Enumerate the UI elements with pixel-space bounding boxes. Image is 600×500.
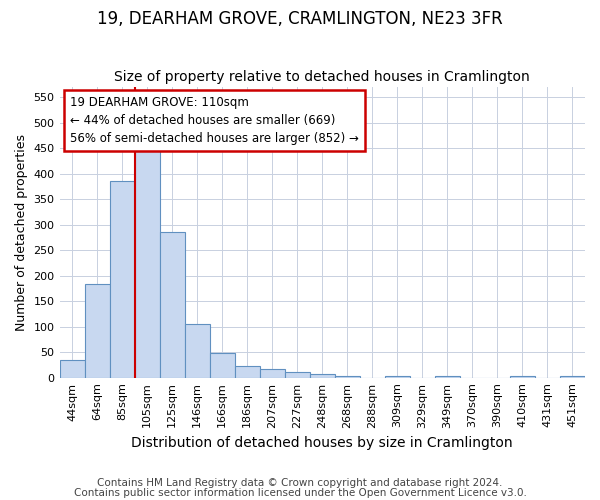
Bar [209,353,235,378]
Bar [85,284,110,378]
Bar [560,376,585,378]
Bar [235,366,260,378]
X-axis label: Distribution of detached houses by size in Cramlington: Distribution of detached houses by size … [131,436,513,450]
Bar [310,374,335,378]
Bar [160,232,185,378]
Bar [59,360,85,378]
Title: Size of property relative to detached houses in Cramlington: Size of property relative to detached ho… [115,70,530,85]
Bar [134,144,160,378]
Text: 19, DEARHAM GROVE, CRAMLINGTON, NE23 3FR: 19, DEARHAM GROVE, CRAMLINGTON, NE23 3FR [97,10,503,28]
Text: Contains HM Land Registry data © Crown copyright and database right 2024.: Contains HM Land Registry data © Crown c… [97,478,503,488]
Bar [335,376,360,378]
Bar [385,376,410,378]
Y-axis label: Number of detached properties: Number of detached properties [15,134,28,331]
Bar [435,376,460,378]
Bar [285,372,310,378]
Text: Contains public sector information licensed under the Open Government Licence v3: Contains public sector information licen… [74,488,526,498]
Text: 19 DEARHAM GROVE: 110sqm
← 44% of detached houses are smaller (669)
56% of semi-: 19 DEARHAM GROVE: 110sqm ← 44% of detach… [70,96,359,145]
Bar [185,324,209,378]
Bar [260,368,285,378]
Bar [110,182,134,378]
Bar [510,376,535,378]
